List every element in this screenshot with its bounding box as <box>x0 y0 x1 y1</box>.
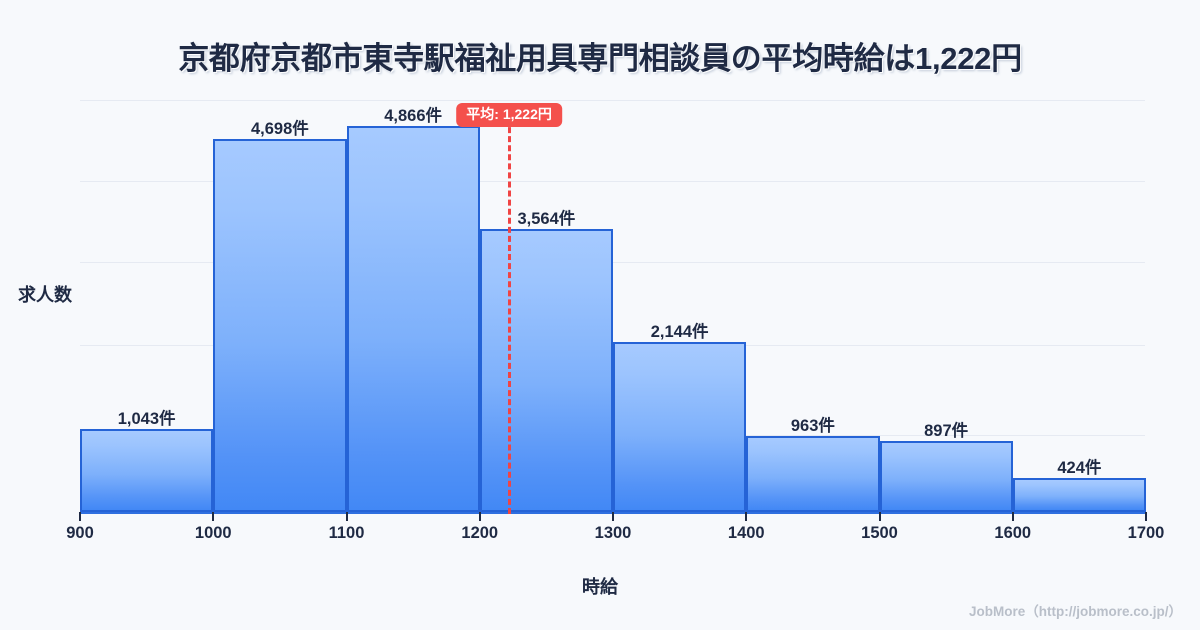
x-tick-label: 1200 <box>461 524 499 542</box>
x-tick-mark <box>612 512 614 521</box>
x-tick-mark <box>478 512 481 521</box>
bar-value-label: 897件 <box>924 421 969 440</box>
x-tick-mark <box>345 512 348 521</box>
x-tick-label: 1400 <box>727 524 765 542</box>
x-tick-mark <box>745 512 748 521</box>
watermark-credit: JobMore（http://jobmore.co.jp/） <box>969 604 1182 619</box>
bar-value-label: 4,698件 <box>250 119 309 138</box>
histogram-bar <box>213 138 347 512</box>
page-title: 京都府京都市東寺駅福祉用具専門相談員の平均時給は1,222円 <box>178 41 1022 76</box>
bar-value-label: 2,144件 <box>650 322 709 341</box>
x-tick-mark <box>212 512 215 521</box>
x-tick-label: 1000 <box>194 524 232 542</box>
x-tick-label: 1300 <box>594 524 632 542</box>
x-tick-label: 900 <box>66 524 94 542</box>
x-tick-mark <box>79 512 81 521</box>
x-tick-label: 1500 <box>861 524 898 542</box>
bar-value-label: 4,866件 <box>384 106 443 125</box>
gridline <box>80 181 1145 182</box>
histogram-bar <box>746 435 880 512</box>
bar-value-label: 3,564件 <box>517 209 576 228</box>
bar-value-label: 1,043件 <box>117 410 176 429</box>
x-axis-title: 時給 <box>582 577 618 597</box>
x-tick-label: 1100 <box>328 524 365 542</box>
x-tick-label: 1700 <box>1127 524 1165 542</box>
bar-value-label: 424件 <box>1057 459 1102 478</box>
average-badge: 平均: 1,222円 <box>456 103 562 128</box>
histogram-bar <box>879 440 1013 512</box>
gridline <box>80 100 1145 101</box>
histogram-bar <box>80 429 214 512</box>
bar-value-label: 963件 <box>790 416 835 435</box>
x-tick-mark <box>1145 512 1147 521</box>
average-line <box>508 118 512 514</box>
histogram-bar <box>479 228 613 512</box>
x-tick-mark <box>878 512 881 521</box>
y-axis-title: 求人数 <box>18 285 72 305</box>
x-tick-mark <box>1011 512 1014 521</box>
histogram-bar <box>1012 478 1146 512</box>
histogram-bar <box>346 125 480 512</box>
histogram-bar <box>613 341 747 512</box>
x-tick-label: 1600 <box>994 524 1032 542</box>
